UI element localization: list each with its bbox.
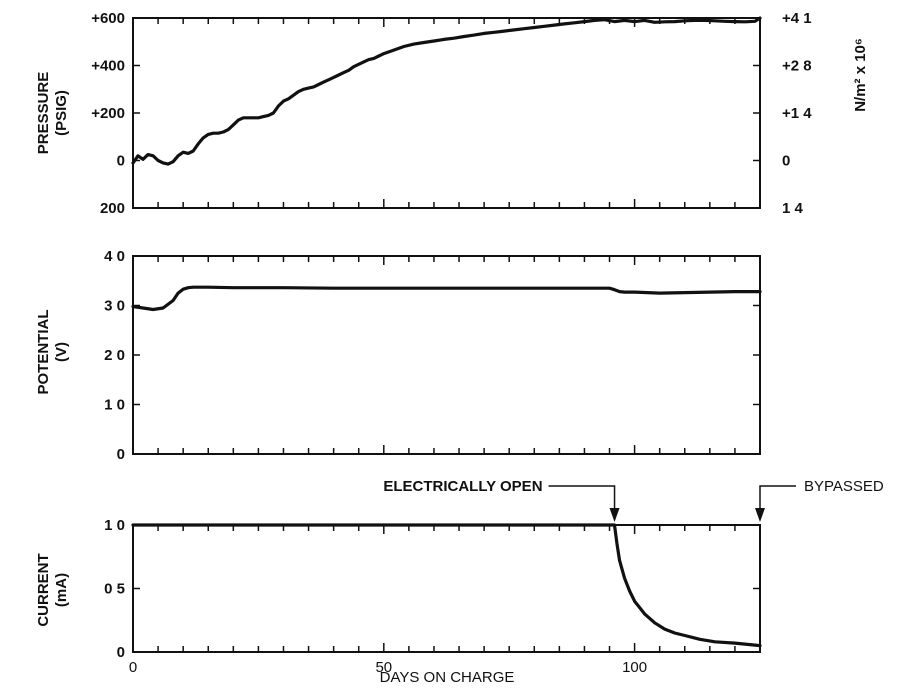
y-tick-label: 4 0 — [104, 248, 125, 265]
current-ylabel-line1: CURRENT — [35, 553, 52, 626]
y-tick-label: 0 — [117, 446, 125, 463]
current-plot-frame — [132, 524, 761, 653]
pressure-ylabel-line2: (PSIG) — [53, 90, 70, 136]
y-tick-label: +600 — [91, 10, 125, 27]
right-y-tick-label: +4 1 — [782, 10, 812, 27]
pressure-series-line — [131, 16, 762, 166]
right-y-tick-label: 0 — [782, 153, 790, 170]
arrowhead-icon — [609, 508, 620, 522]
x-tick-label: 50 — [375, 659, 392, 676]
x-tick-label: 0 — [129, 659, 137, 676]
current-series-line — [131, 523, 762, 648]
right-y-tick-label: 1 4 — [782, 200, 804, 217]
right-y-tick-label: +2 8 — [782, 58, 812, 75]
annotation-electrically-open: ELECTRICALLY OPEN — [383, 478, 542, 495]
y-tick-label: 200 — [100, 200, 125, 217]
y-tick-label: 1 0 — [104, 517, 125, 534]
y-tick-label: 1 0 — [104, 397, 125, 414]
y-tick-label: 2 0 — [104, 347, 125, 364]
arrowhead-icon — [755, 508, 765, 522]
current-ylabel-line2: (mA) — [53, 573, 70, 607]
potential-plot-frame — [132, 255, 761, 455]
y-tick-label: 0 5 — [104, 581, 125, 598]
pressure-panel: 200 1 4 0 0 +200 +1 4 +400 +2 8 +600 +4 1 PRESSUR… — [35, 10, 869, 217]
pressure-ylabel-line1: PRESSURE — [35, 72, 52, 155]
pressure-plot-frame — [132, 17, 761, 209]
right-y-tick-label: +1 4 — [782, 105, 812, 122]
annotation-leader-line — [759, 485, 796, 510]
potential-ylabel-line1: POTENTIAL — [35, 310, 52, 395]
potential-panel: 0 1 0 2 0 3 0 4 0 POTENTIAL (V) — [35, 248, 762, 463]
x-axis-label: DAYS ON CHARGE — [380, 669, 515, 686]
x-tick-label: 100 — [622, 659, 647, 676]
potential-series-line — [131, 285, 762, 312]
pressure-right-label: N/m² x 10⁶ — [852, 38, 869, 112]
annotation-leader-line — [548, 485, 616, 510]
y-tick-label: 3 0 — [104, 298, 125, 315]
annotation-bypassed: BYPASSED — [804, 478, 884, 495]
y-tick-label: +200 — [91, 105, 125, 122]
current-panel: 00 51 00 50 100 CURRENT (mA) DAYS ON CHARG… — [35, 478, 884, 686]
y-tick-label: 0 — [117, 644, 125, 661]
y-tick-label: 0 — [117, 153, 125, 170]
potential-ylabel-line2: (V) — [53, 342, 70, 362]
y-tick-label: +400 — [91, 58, 125, 75]
